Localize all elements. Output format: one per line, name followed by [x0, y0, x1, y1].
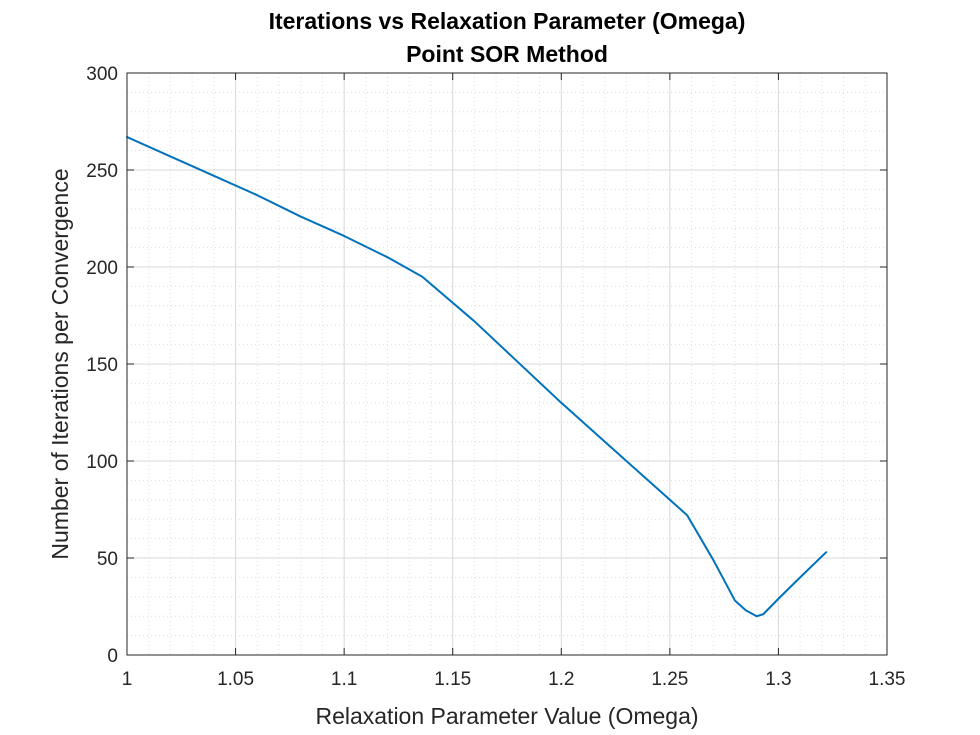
y-tick-label: 200	[86, 258, 118, 279]
series-line	[126, 136, 828, 618]
x-tick-label: 1	[122, 669, 133, 690]
x-tick-labels: 1 1.05 1.1 1.15 1.2 1.25 1.3 1.35	[122, 669, 906, 690]
tick-marks	[126, 72, 888, 656]
y-tick-label: 250	[86, 161, 118, 182]
x-axis-label: Relaxation Parameter Value (Omega)	[315, 703, 698, 729]
x-tick-label: 1.35	[869, 669, 906, 690]
y-tick-label: 50	[97, 549, 118, 570]
x-tick-label: 1.2	[548, 669, 574, 690]
y-tick-label: 150	[86, 355, 118, 376]
y-tick-labels: 0 50 100 150 200 250 300	[86, 64, 118, 667]
y-tick-label: 0	[107, 646, 118, 667]
x-tick-label: 1.05	[217, 669, 254, 690]
x-tick-label: 1.25	[651, 669, 688, 690]
x-tick-label: 1.3	[765, 669, 791, 690]
series-layer	[126, 136, 828, 618]
chart-title-line-2: Point SOR Method	[406, 41, 608, 67]
y-axis-label: Number of Iterations per Convergence	[47, 168, 73, 559]
y-tick-label: 300	[86, 64, 118, 85]
y-tick-label: 100	[86, 452, 118, 473]
x-tick-label: 1.15	[434, 669, 471, 690]
x-tick-label: 1.1	[331, 669, 357, 690]
chart-title-line-1: Iterations vs Relaxation Parameter (Omeg…	[269, 8, 746, 34]
